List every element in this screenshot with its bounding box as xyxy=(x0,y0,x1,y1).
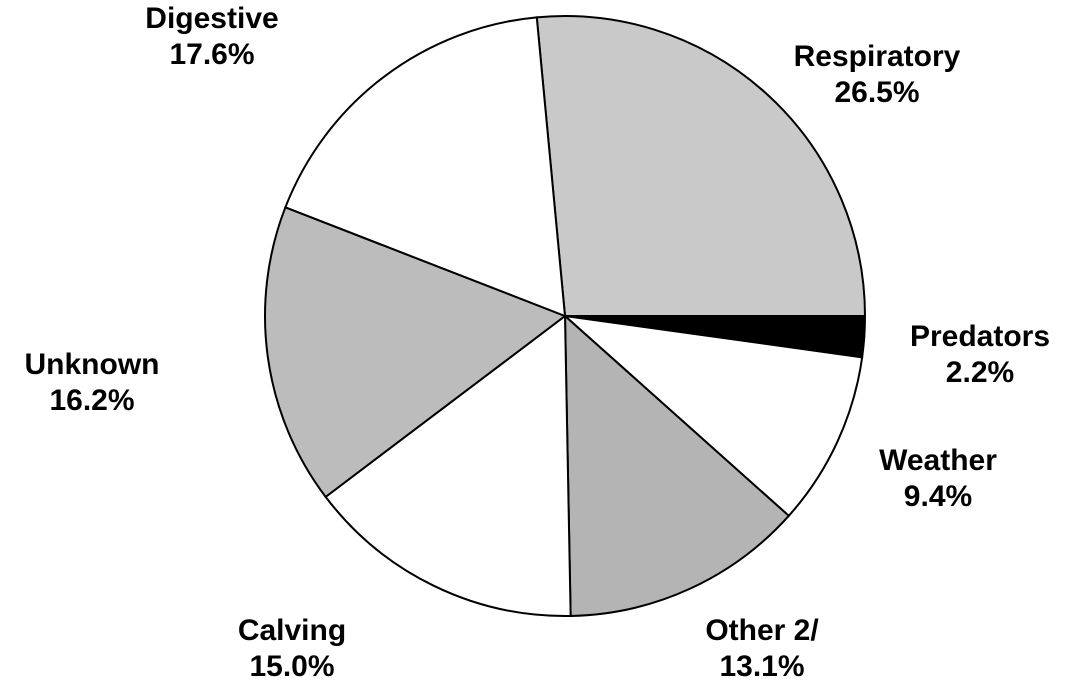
slice-value-label: 16.2% xyxy=(49,384,134,417)
slice-value-label: 17.6% xyxy=(169,38,254,71)
slice-label: Calving xyxy=(238,614,346,647)
slice-label: Digestive xyxy=(145,2,278,35)
slice-label: Unknown xyxy=(25,348,160,381)
slice-label: Weather xyxy=(879,444,997,477)
slice-label: Other 2/ xyxy=(705,614,819,647)
pie-slice xyxy=(324,314,572,617)
slice-value-label: 26.5% xyxy=(834,76,919,109)
slice-value-label: 2.2% xyxy=(946,356,1014,389)
pie-slice xyxy=(563,313,791,617)
slice-value-label: 9.4% xyxy=(904,480,972,513)
slice-label: Respiratory xyxy=(794,40,961,73)
pie-slice xyxy=(264,206,568,499)
slice-label: Predators xyxy=(910,320,1050,353)
slice-value-label: 15.0% xyxy=(249,650,334,681)
pie-slice xyxy=(535,15,867,317)
pie-slice xyxy=(561,314,864,518)
pie-slice xyxy=(284,16,567,318)
slice-value-label: 13.1% xyxy=(719,650,804,681)
